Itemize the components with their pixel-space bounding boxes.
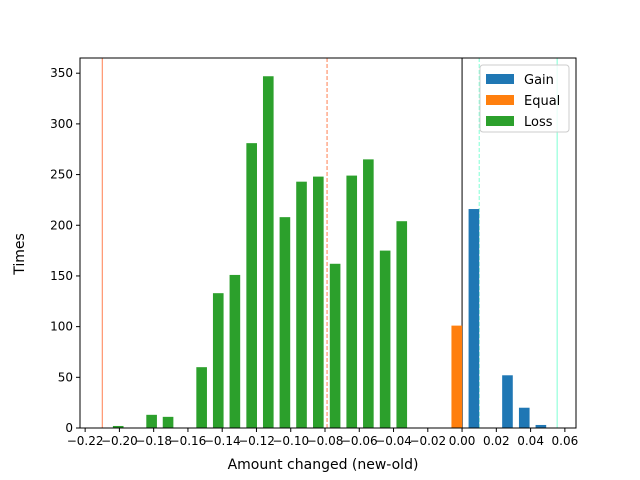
bar-gain [468,209,480,428]
bar-loss [296,181,307,428]
legend: Gain Equal Loss [479,64,570,133]
x-tick-label: −0.20 [101,434,138,448]
x-tick-label: −0.22 [67,434,104,448]
bar-loss [313,176,324,428]
y-tick-label: 50 [58,370,73,384]
bar-loss [363,159,374,428]
bar-loss [262,76,274,428]
bar-loss [379,250,391,428]
x-tick-label: 0.04 [517,434,544,448]
bar-loss [329,263,341,428]
y-tick-label: 150 [50,269,73,283]
bar-loss [346,175,358,428]
y-axis-ticks: 0 50 100 150 200 250 300 350 [50,66,80,435]
x-tick-label: −0.06 [341,434,378,448]
bar-gain [518,407,530,428]
x-tick-label: −0.16 [170,434,207,448]
bar-loss [112,425,124,428]
bar-loss [196,367,207,428]
plot-frame [79,57,577,429]
x-tick-label: 0.06 [552,434,579,448]
bar-gain [535,424,547,428]
bar-equal [451,325,463,428]
y-tick-label: 350 [50,66,73,80]
y-tick-label: 250 [50,168,73,182]
x-axis-label: Amount changed (new-old) [228,457,419,473]
x-tick-label: −0.18 [135,434,172,448]
bars-group [112,76,547,428]
bar-loss [246,143,257,428]
bar-loss [229,274,241,428]
bar-loss [212,293,224,428]
y-tick-label: 200 [50,218,73,232]
x-tick-label: 0.02 [483,434,510,448]
bar-loss [396,221,408,428]
legend-swatch [486,116,514,126]
x-tick-label: −0.12 [238,434,275,448]
legend-label: Loss [524,115,553,130]
bar-loss [162,416,174,428]
y-tick-label: 100 [50,320,73,334]
legend-swatch [486,95,514,105]
x-tick-label: 0.00 [449,434,476,448]
legend-label: Equal [524,94,560,109]
legend-swatch [486,74,514,84]
y-tick-label: 0 [65,421,73,435]
bar-gain [502,375,513,428]
x-tick-label: −0.14 [204,434,241,448]
y-axis-label: Times [12,233,28,276]
x-tick-label: −0.10 [272,434,309,448]
bar-loss [146,414,157,428]
y-tick-label: 300 [50,117,73,131]
x-tick-label: −0.02 [409,434,446,448]
legend-label: Gain [524,73,554,88]
x-tick-label: −0.08 [307,434,344,448]
bar-loss [279,217,291,428]
x-tick-label: −0.04 [375,434,412,448]
x-axis-ticks: −0.22−0.20−0.18−0.16−0.14−0.12−0.10−0.08… [67,428,578,448]
